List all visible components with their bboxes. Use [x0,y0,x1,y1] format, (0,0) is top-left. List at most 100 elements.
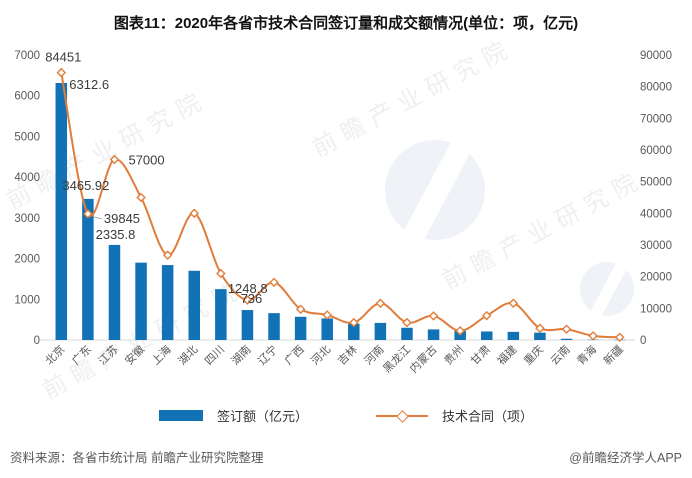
right-axis-tick: 10000 [640,303,672,315]
bar [401,327,413,340]
diamond-marker-icon [428,311,439,321]
bar [268,313,280,340]
data-label: 39845 [104,211,140,226]
x-axis-label: 甘肃 [468,343,493,368]
diamond-marker-icon [396,409,409,423]
diamond-marker-icon [508,298,519,309]
diamond-marker-icon [588,331,598,341]
legend: 签订额（亿元） 技术合同（项） [0,406,692,425]
left-axis-tick: 2000 [14,254,40,266]
chart-title: 图表11：2020年各省市技术合同签订量和成交额情况(单位：项，亿元) [113,15,579,32]
source-text: 资料来源：各省市统计局 前瞻产业研究院整理 [10,451,264,465]
x-axis-label: 广西 [282,343,307,368]
x-axis-label: 安徽 [122,342,147,367]
bar [481,331,493,340]
diamond-marker-icon [322,310,332,320]
x-axis-label: 重庆 [521,342,546,367]
bar [321,318,333,340]
bar [55,82,68,340]
data-label: 1248.8 [228,281,268,296]
x-axis-label: 江苏 [96,343,121,368]
data-label: 2335.8 [96,227,136,242]
bar [294,316,307,340]
bar [241,310,254,340]
right-axis-tick: 90000 [640,50,672,62]
x-axis-label: 黑龙江 [381,343,414,376]
x-axis-label: 青海 [574,342,599,367]
left-axis-tick: 7000 [14,50,40,62]
bar [348,323,360,340]
legend-line-swatch [376,409,428,423]
diamond-marker-icon [136,192,146,203]
bar [188,270,200,340]
x-axis-label: 湖北 [176,343,201,368]
diamond-marker-icon [455,326,465,336]
x-axis-label: 河北 [309,343,334,368]
left-axis-tick: 3000 [14,213,40,225]
diamond-marker-icon [83,209,93,219]
right-axis-tick: 60000 [640,145,672,157]
diamond-marker-icon [535,323,545,334]
x-axis-label: 北京 [42,342,67,367]
left-axis-tick: 1000 [14,294,40,306]
diamond-marker-icon [269,277,279,288]
bar [374,322,387,340]
x-axis-label: 吉林 [334,342,359,367]
data-label: 57000 [128,153,164,168]
diamond-marker-icon [56,67,67,78]
bar [161,265,174,340]
left-axis-tick: 0 [34,335,40,347]
bar [427,329,440,340]
x-axis-label: 辽宁 [255,342,280,367]
right-axis-tick: 30000 [640,240,672,252]
label-leader-line [92,216,102,220]
left-axis-tick: 4000 [14,172,40,184]
diamond-marker-icon [614,332,625,343]
bar [108,244,121,340]
diamond-marker-icon [242,295,253,305]
data-label: 84451 [45,50,81,65]
diamond-marker-icon [109,154,120,165]
bar [534,332,546,340]
legend-bar-label: 签订额（亿元） [216,409,308,424]
left-axis-tick: 5000 [14,131,40,143]
footer: 资料来源：各省市统计局 前瞻产业研究院整理 @前瞻经济学人APP [10,447,682,466]
diamond-marker-icon [375,298,386,309]
right-axis-tick: 0 [640,335,646,347]
left-axis-tick: 6000 [14,91,40,103]
diamond-marker-icon [295,304,306,315]
x-axis-label: 云南 [548,343,573,368]
data-label: 3465.92 [62,178,109,193]
credit-text: @前瞻经济学人APP [569,451,682,465]
right-axis-tick: 20000 [640,272,672,284]
bar [507,331,520,340]
diamond-marker-icon [349,317,359,328]
data-label: 736 [241,291,263,306]
legend-line-label: 技术合同（项） [442,409,534,424]
legend-bar-swatch [158,410,203,421]
diamond-marker-icon [481,310,492,321]
bar [82,198,94,340]
x-axis-label: 湖南 [229,343,254,368]
diamond-marker-icon [216,268,226,279]
x-axis-label: 上海 [148,342,173,367]
bar [560,338,573,340]
right-axis-tick: 80000 [640,82,672,94]
diamond-marker-icon [189,208,200,219]
x-axis-label: 河南 [362,343,387,368]
x-axis-label: 福建 [494,342,519,367]
x-axis-label: 广东 [69,343,94,368]
right-axis-tick: 70000 [640,113,672,125]
bar [135,262,147,340]
x-axis-label: 新疆 [600,342,625,367]
diamond-marker-icon [162,250,173,260]
x-axis-label: 内蒙古 [406,342,439,375]
combo-chart: 0100020003000400050006000700001000020000… [14,50,672,376]
diamond-marker-icon [402,317,412,328]
right-axis-tick: 50000 [640,177,672,189]
bar [215,289,227,340]
x-axis-label: 贵州 [442,343,467,368]
data-label: 6312.6 [69,77,109,92]
x-axis-label: 四川 [203,344,227,368]
